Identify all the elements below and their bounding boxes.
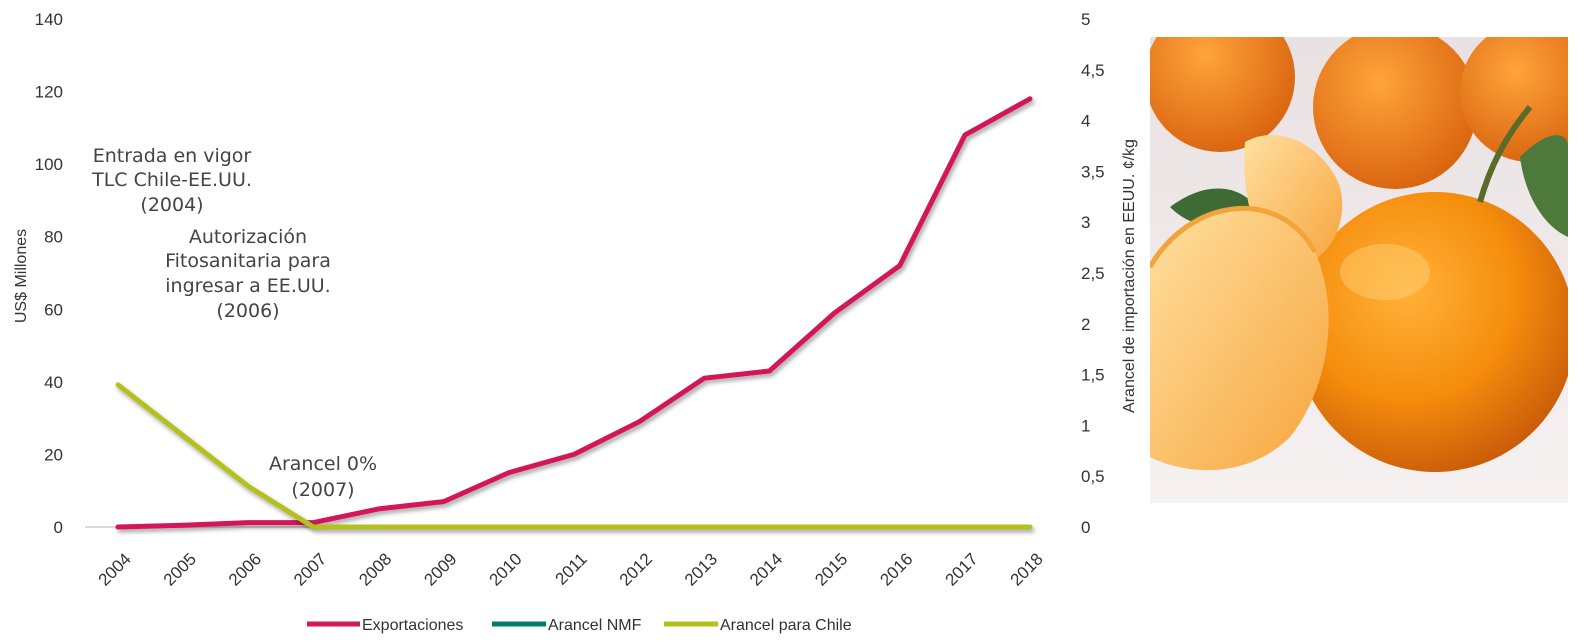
- annotation-tlc-line-3: (2004): [140, 194, 203, 216]
- left-tick-label: 40: [44, 373, 63, 392]
- right-axis-title: Arancel de importación en EEUU. ¢/kg: [1121, 139, 1138, 413]
- annotation-arancel-0-line-1: Arancel 0%: [269, 453, 377, 475]
- x-tick-label: 2009: [420, 549, 460, 589]
- annotation-fitosanitaria-line-2: Fitosanitaria para: [165, 250, 331, 272]
- annotation-fitosanitaria-line-3: ingresar a EE.UU.: [165, 275, 330, 297]
- left-tick-label: 120: [35, 83, 63, 102]
- right-tick-label: 1: [1081, 416, 1090, 435]
- x-tick-label: 2006: [225, 549, 265, 589]
- right-axis-ticks: 0 0,5 1 1,5 2 2,5 3 3,5 4 4,5 5: [1081, 10, 1105, 537]
- annotation-tlc-line-1: Entrada en vigor: [93, 145, 252, 167]
- segment-edge: [1150, 205, 1318, 269]
- left-tick-label: 80: [44, 228, 63, 247]
- right-tick-label: 2,5: [1081, 264, 1105, 283]
- series-line-exportaciones: [115, 96, 1033, 530]
- segment-large: [1150, 208, 1329, 471]
- x-tick-label: 2017: [942, 549, 982, 589]
- x-tick-label: 2010: [486, 549, 526, 589]
- orange-highlight: [1340, 244, 1430, 300]
- left-axis-ticks: 0 20 40 60 80 100 120 140: [35, 10, 63, 537]
- annotation-fitosanitaria: Autorización Fitosanitaria para ingresar…: [165, 226, 331, 322]
- x-axis-ticks: 2004 2005 2006 2007 2008 2009 2010 2011 2012 2013…: [95, 549, 1047, 589]
- left-tick-label: 100: [35, 155, 63, 174]
- right-tick-label: 5: [1081, 10, 1090, 29]
- x-tick-label: 2012: [616, 549, 656, 589]
- chart: 0 20 40 60 80 100 120 140 0 0,5 1 1,5 2 2,5 3 3,5 4 4,5 5…: [13, 10, 1138, 634]
- annotation-fitosanitaria-line-4: (2006): [216, 300, 279, 322]
- x-tick-label: 2016: [876, 549, 916, 589]
- legend-label-exportaciones: Exportaciones: [362, 617, 463, 634]
- right-tick-label: 0: [1081, 518, 1090, 537]
- legend-item-arancel-nmf[interactable]: Arancel NMF: [492, 617, 642, 634]
- right-tick-label: 1,5: [1081, 366, 1105, 385]
- x-tick-label: 2014: [746, 549, 786, 589]
- left-tick-label: 140: [35, 10, 63, 29]
- right-tick-label: 4: [1081, 112, 1090, 131]
- annotation-tlc-line-2: TLC Chile-EE.UU.: [91, 169, 252, 191]
- orange-back-left: [1150, 37, 1295, 152]
- legend-label-arancel-nmf: Arancel NMF: [548, 617, 642, 634]
- left-tick-label: 60: [44, 300, 63, 319]
- right-tick-label: 2: [1081, 315, 1090, 334]
- annotation-fitosanitaria-line-1: Autorización: [189, 226, 307, 248]
- right-tick-label: 4,5: [1081, 61, 1105, 80]
- legend-item-arancel-para-chile[interactable]: Arancel para Chile: [664, 617, 852, 634]
- x-tick-label: 2015: [811, 549, 851, 589]
- annotation-tlc: Entrada en vigor TLC Chile-EE.UU. (2004): [91, 145, 252, 216]
- leaf-right: [1520, 135, 1568, 237]
- left-tick-label: 20: [44, 445, 63, 464]
- legend: Exportaciones Arancel NMF Arancel para C…: [307, 617, 852, 634]
- left-axis-title: US$ Millones: [13, 229, 30, 323]
- left-tick-label: 0: [54, 518, 63, 537]
- right-tick-label: 3: [1081, 213, 1090, 232]
- legend-label-arancel-para-chile: Arancel para Chile: [720, 617, 852, 634]
- right-tick-label: 3,5: [1081, 162, 1105, 181]
- orange-back-center: [1313, 37, 1477, 189]
- x-tick-label: 2013: [681, 549, 721, 589]
- x-tick-label: 2008: [355, 549, 395, 589]
- legend-item-exportaciones[interactable]: Exportaciones: [307, 617, 463, 634]
- annotation-arancel-0-line-2: (2007): [291, 479, 354, 501]
- x-tick-label: 2007: [290, 549, 330, 589]
- orange-stem: [1477, 105, 1533, 203]
- series-layer: [115, 96, 1033, 530]
- mandarin-oranges-photo: [1150, 37, 1568, 503]
- x-tick-label: 2004: [95, 549, 135, 589]
- x-tick-label: 2018: [1007, 549, 1047, 589]
- series-line-arancel-para-chile: [115, 382, 1033, 530]
- x-tick-label: 2005: [160, 549, 200, 589]
- annotation-arancel-0: Arancel 0% (2007): [269, 453, 377, 501]
- orange-back-right: [1460, 37, 1568, 162]
- orange-front-main: [1295, 192, 1568, 472]
- right-tick-label: 0,5: [1081, 467, 1105, 486]
- x-tick-label: 2011: [552, 549, 591, 588]
